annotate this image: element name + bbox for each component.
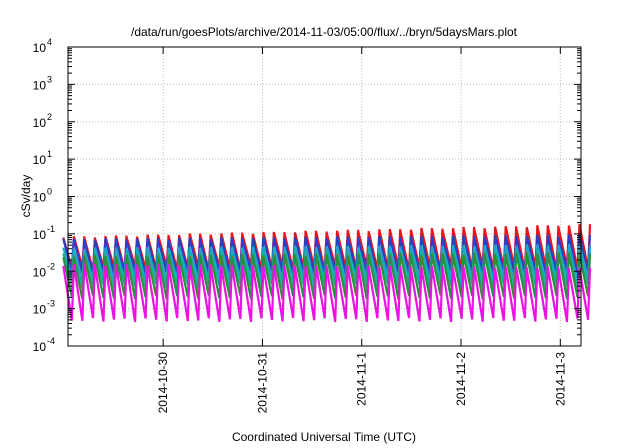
x-tick-label: 2014-11-3	[553, 352, 567, 406]
y-tick-label: 10	[33, 265, 47, 279]
series-line	[62, 234, 592, 276]
y-tick-label: 10	[33, 153, 47, 167]
series-group	[62, 223, 592, 323]
x-tick-labels: 2014-10-30 2014-10-31 2014-11-1 2014-11-2 20…	[156, 352, 567, 414]
y-tick-exponent: 1	[47, 149, 52, 159]
y-tick-label: 10	[33, 41, 47, 55]
y-tick-label: 10	[33, 191, 47, 205]
y-tick-label: 10	[33, 340, 47, 354]
x-tick-label: 2014-10-31	[255, 352, 269, 414]
y-tick-label: 10	[33, 78, 47, 92]
chart-title: /data/run/goesPlots/archive/2014-11-03/0…	[131, 25, 518, 39]
x-tick-label: 2014-11-1	[355, 352, 369, 406]
y-tick-label: 10	[33, 228, 47, 242]
y-axis-label: cSv/day	[19, 175, 33, 218]
y-tick-exponent: -3	[47, 299, 55, 309]
x-axis-label: Coordinated Universal Time (UTC)	[232, 430, 416, 444]
y-tick-label: 10	[33, 116, 47, 130]
y-tick-exponent: 3	[47, 74, 52, 84]
y-tick-exponent: -2	[47, 261, 55, 271]
tick-marks	[68, 46, 581, 347]
y-tick-exponent: 4	[47, 37, 52, 47]
y-tick-exponent: 0	[47, 187, 52, 197]
y-tick-exponent: -1	[47, 224, 55, 234]
y-tick-exponent: -4	[47, 336, 55, 346]
y-tick-exponent: 2	[47, 112, 52, 122]
x-tick-label: 2014-10-30	[156, 352, 170, 414]
y-tick-label: 10	[33, 303, 47, 317]
series-line	[62, 263, 592, 323]
x-tick-label: 2014-11-2	[454, 352, 468, 406]
